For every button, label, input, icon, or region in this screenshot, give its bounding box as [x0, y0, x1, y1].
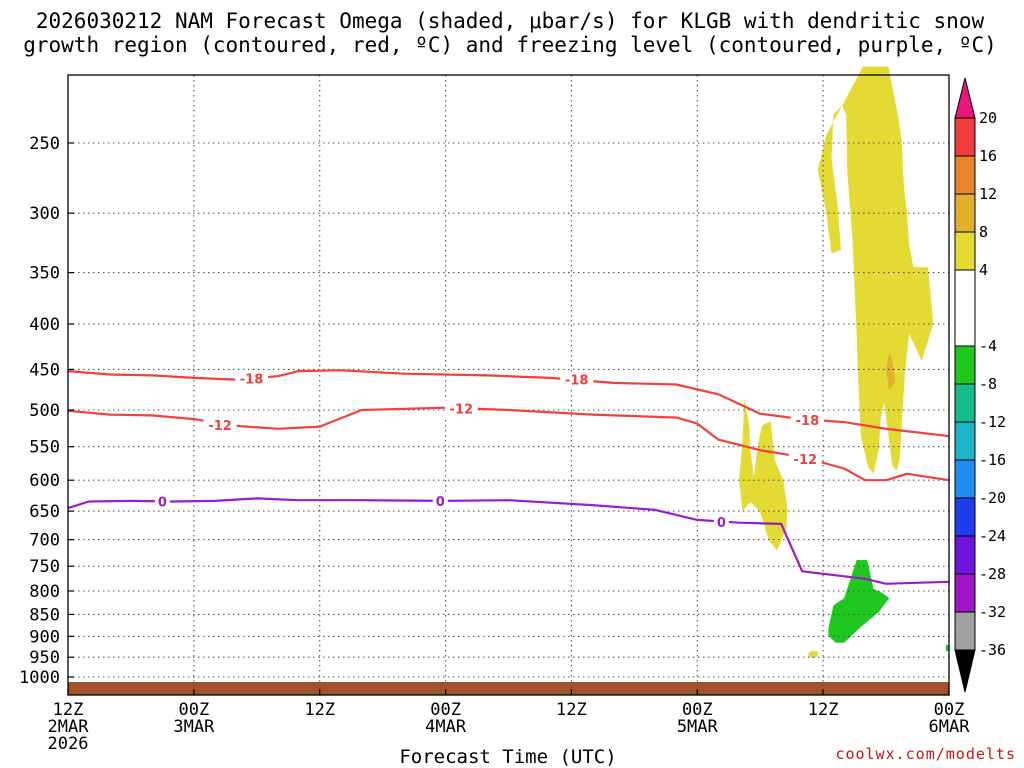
- contour-label-bg-minus-12-1: [444, 400, 478, 417]
- y-tick-label-900: 900: [29, 627, 60, 647]
- colorbar-label-0: 20: [979, 109, 997, 127]
- y-tick-label-400: 400: [29, 315, 60, 335]
- plot-frame: [67, 74, 950, 696]
- colorbar-label-5: -4: [979, 337, 997, 355]
- surface-ground-strip: [68, 682, 949, 695]
- x-tick-label-60-line-0: 00Z: [682, 700, 713, 720]
- contour-label-zero-0: 0: [158, 496, 167, 511]
- contour-label-minus-12-0: -12: [208, 419, 232, 434]
- contour-label-minus-18-0: -18: [240, 373, 264, 388]
- y-tick-label-600: 600: [29, 471, 60, 491]
- y-tick-label-750: 750: [29, 557, 60, 577]
- contour-label-minus-18-2: -18: [796, 414, 820, 429]
- colorbar-label-1: 16: [979, 147, 997, 165]
- x-tick-label-0-line-0: 12Z: [53, 700, 84, 720]
- contour-label-bg-minus-12-2: [788, 451, 822, 468]
- colorbar-band-8-to-12: [954, 193, 976, 233]
- x-tick-label-48-line-0: 12Z: [556, 700, 587, 720]
- y-tick-label-450: 450: [29, 360, 60, 380]
- x-tick-label-84-line-0: 00Z: [934, 700, 965, 720]
- contour-label-bg-zero-1: [432, 492, 448, 509]
- colorbar-band-4-to-8: [954, 231, 976, 271]
- x-axis-label: Forecast Time (UTC): [399, 746, 616, 768]
- shaded-region-yellow-upper-cluster: [817, 66, 934, 474]
- grid-layer: [68, 75, 949, 695]
- colorbar-band--4-to-4: [954, 269, 976, 347]
- colorbar-label-8: -16: [979, 451, 1006, 469]
- y-tick-label-300: 300: [29, 204, 60, 224]
- colorbar-band--12-to--8: [954, 383, 976, 423]
- x-tick-label-12-line-0: 00Z: [179, 700, 210, 720]
- contour-label-bg-minus-18-0: [235, 370, 268, 387]
- y-tick-label-500: 500: [29, 401, 60, 421]
- contour-label-bg-minus-18-1: [560, 371, 594, 388]
- colorbar-label-4: 4: [979, 261, 988, 279]
- omega-shading-layer: [739, 66, 949, 659]
- y-tick-label-950: 950: [29, 648, 60, 668]
- y-tick-label-550: 550: [29, 438, 60, 458]
- contour-label-bg-zero-2: [713, 514, 729, 531]
- contour-label-minus-12-2: -12: [794, 453, 818, 468]
- colorbar-label-11: -28: [979, 565, 1006, 583]
- colorbar-label-10: -24: [979, 527, 1006, 545]
- colorbar-label-13: -36: [979, 641, 1006, 659]
- x-tick-label-36-line-1: 4MAR: [425, 717, 467, 737]
- x-tick-label-0-line-1: 2MAR: [48, 717, 90, 737]
- colorbar-label-12: -32: [979, 603, 1006, 621]
- colorbar: 20 16 12 8 4 -4 -8 -12 -16 -20 -24 -28 -32 -36: [954, 77, 1006, 693]
- shaded-region-yellow-lower-blob: [739, 398, 788, 551]
- colorbar-band--40-to--36: [954, 649, 976, 693]
- colorbar-band--28-to--24: [954, 535, 976, 575]
- contour-label-minus-18-1: -18: [565, 374, 589, 389]
- x-tick-label-36-line-0: 00Z: [430, 700, 461, 720]
- colorbar-band--20-to--16: [954, 459, 976, 499]
- y-tick-label-250: 250: [29, 134, 60, 154]
- contour-label-minus-12-1: -12: [450, 403, 474, 418]
- colorbar-band--32-to--28: [954, 573, 976, 613]
- shaded-region-yellow-small-dot: [807, 650, 819, 659]
- terrain-layer: [68, 682, 949, 695]
- x-tick-label-84-line-1: 6MAR: [929, 717, 971, 737]
- contour-label-bg-minus-18-2: [790, 411, 824, 428]
- x-tick-label-60-line-1: 5MAR: [677, 717, 719, 737]
- title-line-1: 2026030212 NAM Forecast Omega (shaded, μ…: [36, 9, 985, 33]
- x-tick-label-72-line-0: 12Z: [808, 700, 839, 720]
- shaded-region-orange-spot: [886, 351, 896, 391]
- x-tick-label-24-line-0: 12Z: [304, 700, 335, 720]
- colorbar-band-12-to-16: [954, 155, 976, 195]
- contour-layer: -18 -18 -18 -12 -12 -12 0 0 0: [67, 369, 950, 585]
- colorbar-label-9: -20: [979, 489, 1006, 507]
- colorbar-label-6: -8: [979, 375, 997, 393]
- y-tick-label-700: 700: [29, 531, 60, 551]
- credit-text: coolwx.com/modelts: [835, 745, 1016, 763]
- colorbar-band--16-to--12: [954, 421, 976, 461]
- y-tick-label-850: 850: [29, 605, 60, 625]
- contour-label-bg-zero-0: [154, 493, 170, 510]
- colorbar-band--36-to--32: [954, 611, 976, 651]
- colorbar-label-3: 8: [979, 223, 988, 241]
- y-tick-label-350: 350: [29, 264, 60, 284]
- colorbar-label-2: 12: [979, 185, 997, 203]
- title-line-2: growth region (contoured, red, ºC) and f…: [23, 33, 997, 57]
- shaded-region-green-region: [828, 560, 890, 643]
- shaded-region-green-tiny-square: [945, 644, 949, 652]
- contour-label-zero-1: 0: [436, 495, 445, 510]
- y-tick-label-1000: 1000: [19, 668, 60, 688]
- y-axis-ticks: 2503003504004505005506006507007508008509…: [19, 134, 74, 688]
- contour-label-zero-2: 0: [717, 516, 726, 531]
- colorbar-label-7: -12: [979, 413, 1006, 431]
- colorbar-band--8-to--4: [954, 345, 976, 385]
- y-tick-label-800: 800: [29, 582, 60, 602]
- contour-label-bg-minus-12-0: [203, 417, 237, 434]
- x-tick-label-12-line-1: 3MAR: [173, 717, 215, 737]
- y-tick-label-650: 650: [29, 502, 60, 522]
- contour-zero: [67, 497, 950, 585]
- colorbar-band-16-to-20: [954, 117, 976, 157]
- colorbar-band--24-to--20: [954, 497, 976, 537]
- x-tick-label-0-line-2: 2026: [48, 734, 89, 754]
